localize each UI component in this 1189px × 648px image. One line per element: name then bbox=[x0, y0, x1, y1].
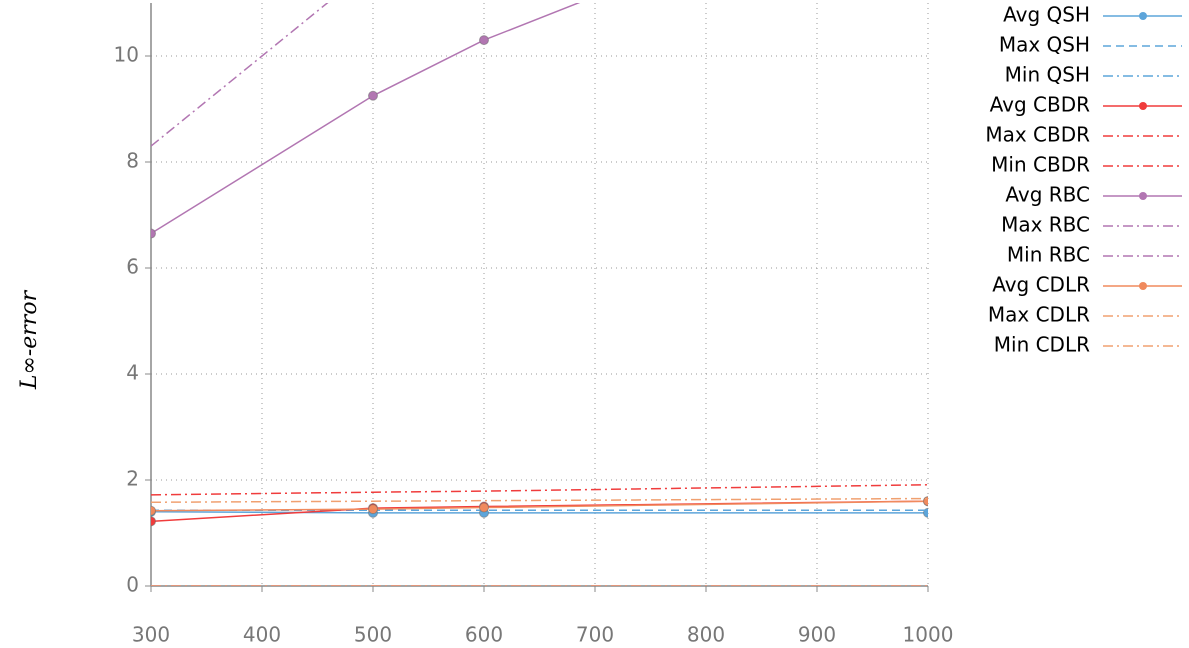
legend-label: Avg QSH bbox=[1003, 3, 1090, 27]
series-line bbox=[151, 511, 928, 514]
point bbox=[923, 496, 928, 507]
point bbox=[479, 35, 489, 46]
legend-marker bbox=[1139, 102, 1147, 110]
legend-marker bbox=[1139, 282, 1147, 290]
legend-label: Min CBDR bbox=[991, 153, 1090, 177]
legend-label: Avg CDLR bbox=[992, 273, 1090, 297]
y-tick-label: 0 bbox=[126, 573, 139, 597]
x-tick-label: 300 bbox=[132, 623, 170, 647]
x-tick-label: 500 bbox=[354, 623, 392, 647]
x-tick-label: 700 bbox=[576, 623, 614, 647]
point bbox=[151, 516, 156, 527]
legend-label: Avg RBC bbox=[1005, 183, 1090, 207]
legend-marker bbox=[1139, 192, 1147, 200]
x-tick-label: 800 bbox=[687, 623, 725, 647]
point bbox=[151, 228, 156, 239]
series-line bbox=[151, 500, 928, 512]
point bbox=[151, 505, 156, 516]
y-tick-label: 4 bbox=[126, 361, 139, 385]
y-tick-label: 6 bbox=[126, 255, 139, 279]
series-line bbox=[151, 3, 329, 147]
plot-area bbox=[151, 3, 928, 586]
x-tick-label: 1000 bbox=[903, 623, 954, 647]
legend-label: Max CDLR bbox=[988, 303, 1090, 327]
legend-label: Min RBC bbox=[1007, 243, 1090, 267]
y-tick-label: 10 bbox=[114, 43, 139, 67]
x-tick-label: 400 bbox=[243, 623, 281, 647]
point bbox=[368, 90, 378, 101]
series-line bbox=[151, 497, 928, 504]
legend-label: Avg CBDR bbox=[990, 93, 1090, 117]
series-line bbox=[151, 3, 581, 235]
series-line bbox=[151, 484, 928, 496]
point bbox=[368, 504, 378, 515]
legend-marker bbox=[1139, 12, 1147, 20]
legend-label: Max RBC bbox=[1001, 213, 1090, 237]
legend-label: Max CBDR bbox=[985, 123, 1090, 147]
x-tick-label: 900 bbox=[798, 623, 836, 647]
series-line bbox=[151, 500, 928, 523]
y-axis-label: L∞-error bbox=[17, 289, 42, 390]
legend-label: Min QSH bbox=[1005, 63, 1090, 87]
legend-label: Max QSH bbox=[999, 33, 1090, 57]
x-tick-label: 600 bbox=[465, 623, 503, 647]
y-tick-label: 8 bbox=[126, 149, 139, 173]
legend-label: Min CDLR bbox=[994, 333, 1090, 357]
y-tick-label: 2 bbox=[126, 467, 139, 491]
point bbox=[479, 502, 489, 513]
